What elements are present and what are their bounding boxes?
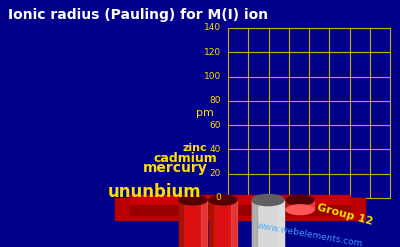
Text: 20: 20 [210,169,221,178]
Ellipse shape [286,205,314,215]
Bar [231,200,237,247]
Ellipse shape [209,195,237,205]
Bar [286,200,290,210]
Bar [308,200,314,210]
Ellipse shape [252,194,284,206]
Ellipse shape [179,195,207,205]
Bar [286,200,314,210]
Text: pm: pm [196,108,214,118]
Polygon shape [130,195,350,205]
Bar [252,200,257,247]
Text: zinc: zinc [183,143,207,153]
Text: 40: 40 [210,145,221,154]
Text: Ionic radius (Pauling) for M(I) ion: Ionic radius (Pauling) for M(I) ion [8,8,268,22]
Text: cadmium: cadmium [153,151,217,165]
Polygon shape [130,205,350,215]
Bar [278,200,284,247]
Polygon shape [115,198,365,220]
Text: 100: 100 [204,72,221,81]
Text: ununbium: ununbium [108,183,202,201]
Text: 60: 60 [210,121,221,130]
Bar [202,200,207,247]
Bar [179,200,183,247]
Bar [209,200,213,247]
Bar [209,200,237,247]
Text: mercury: mercury [143,161,207,175]
Text: 120: 120 [204,48,221,57]
Bar [179,200,207,247]
Text: 80: 80 [210,96,221,105]
Text: www.webelements.com: www.webelements.com [256,221,364,247]
Bar [252,200,284,247]
Text: 0: 0 [215,193,221,203]
Ellipse shape [286,195,314,205]
Text: Group 12: Group 12 [316,203,374,227]
Text: 140: 140 [204,23,221,33]
